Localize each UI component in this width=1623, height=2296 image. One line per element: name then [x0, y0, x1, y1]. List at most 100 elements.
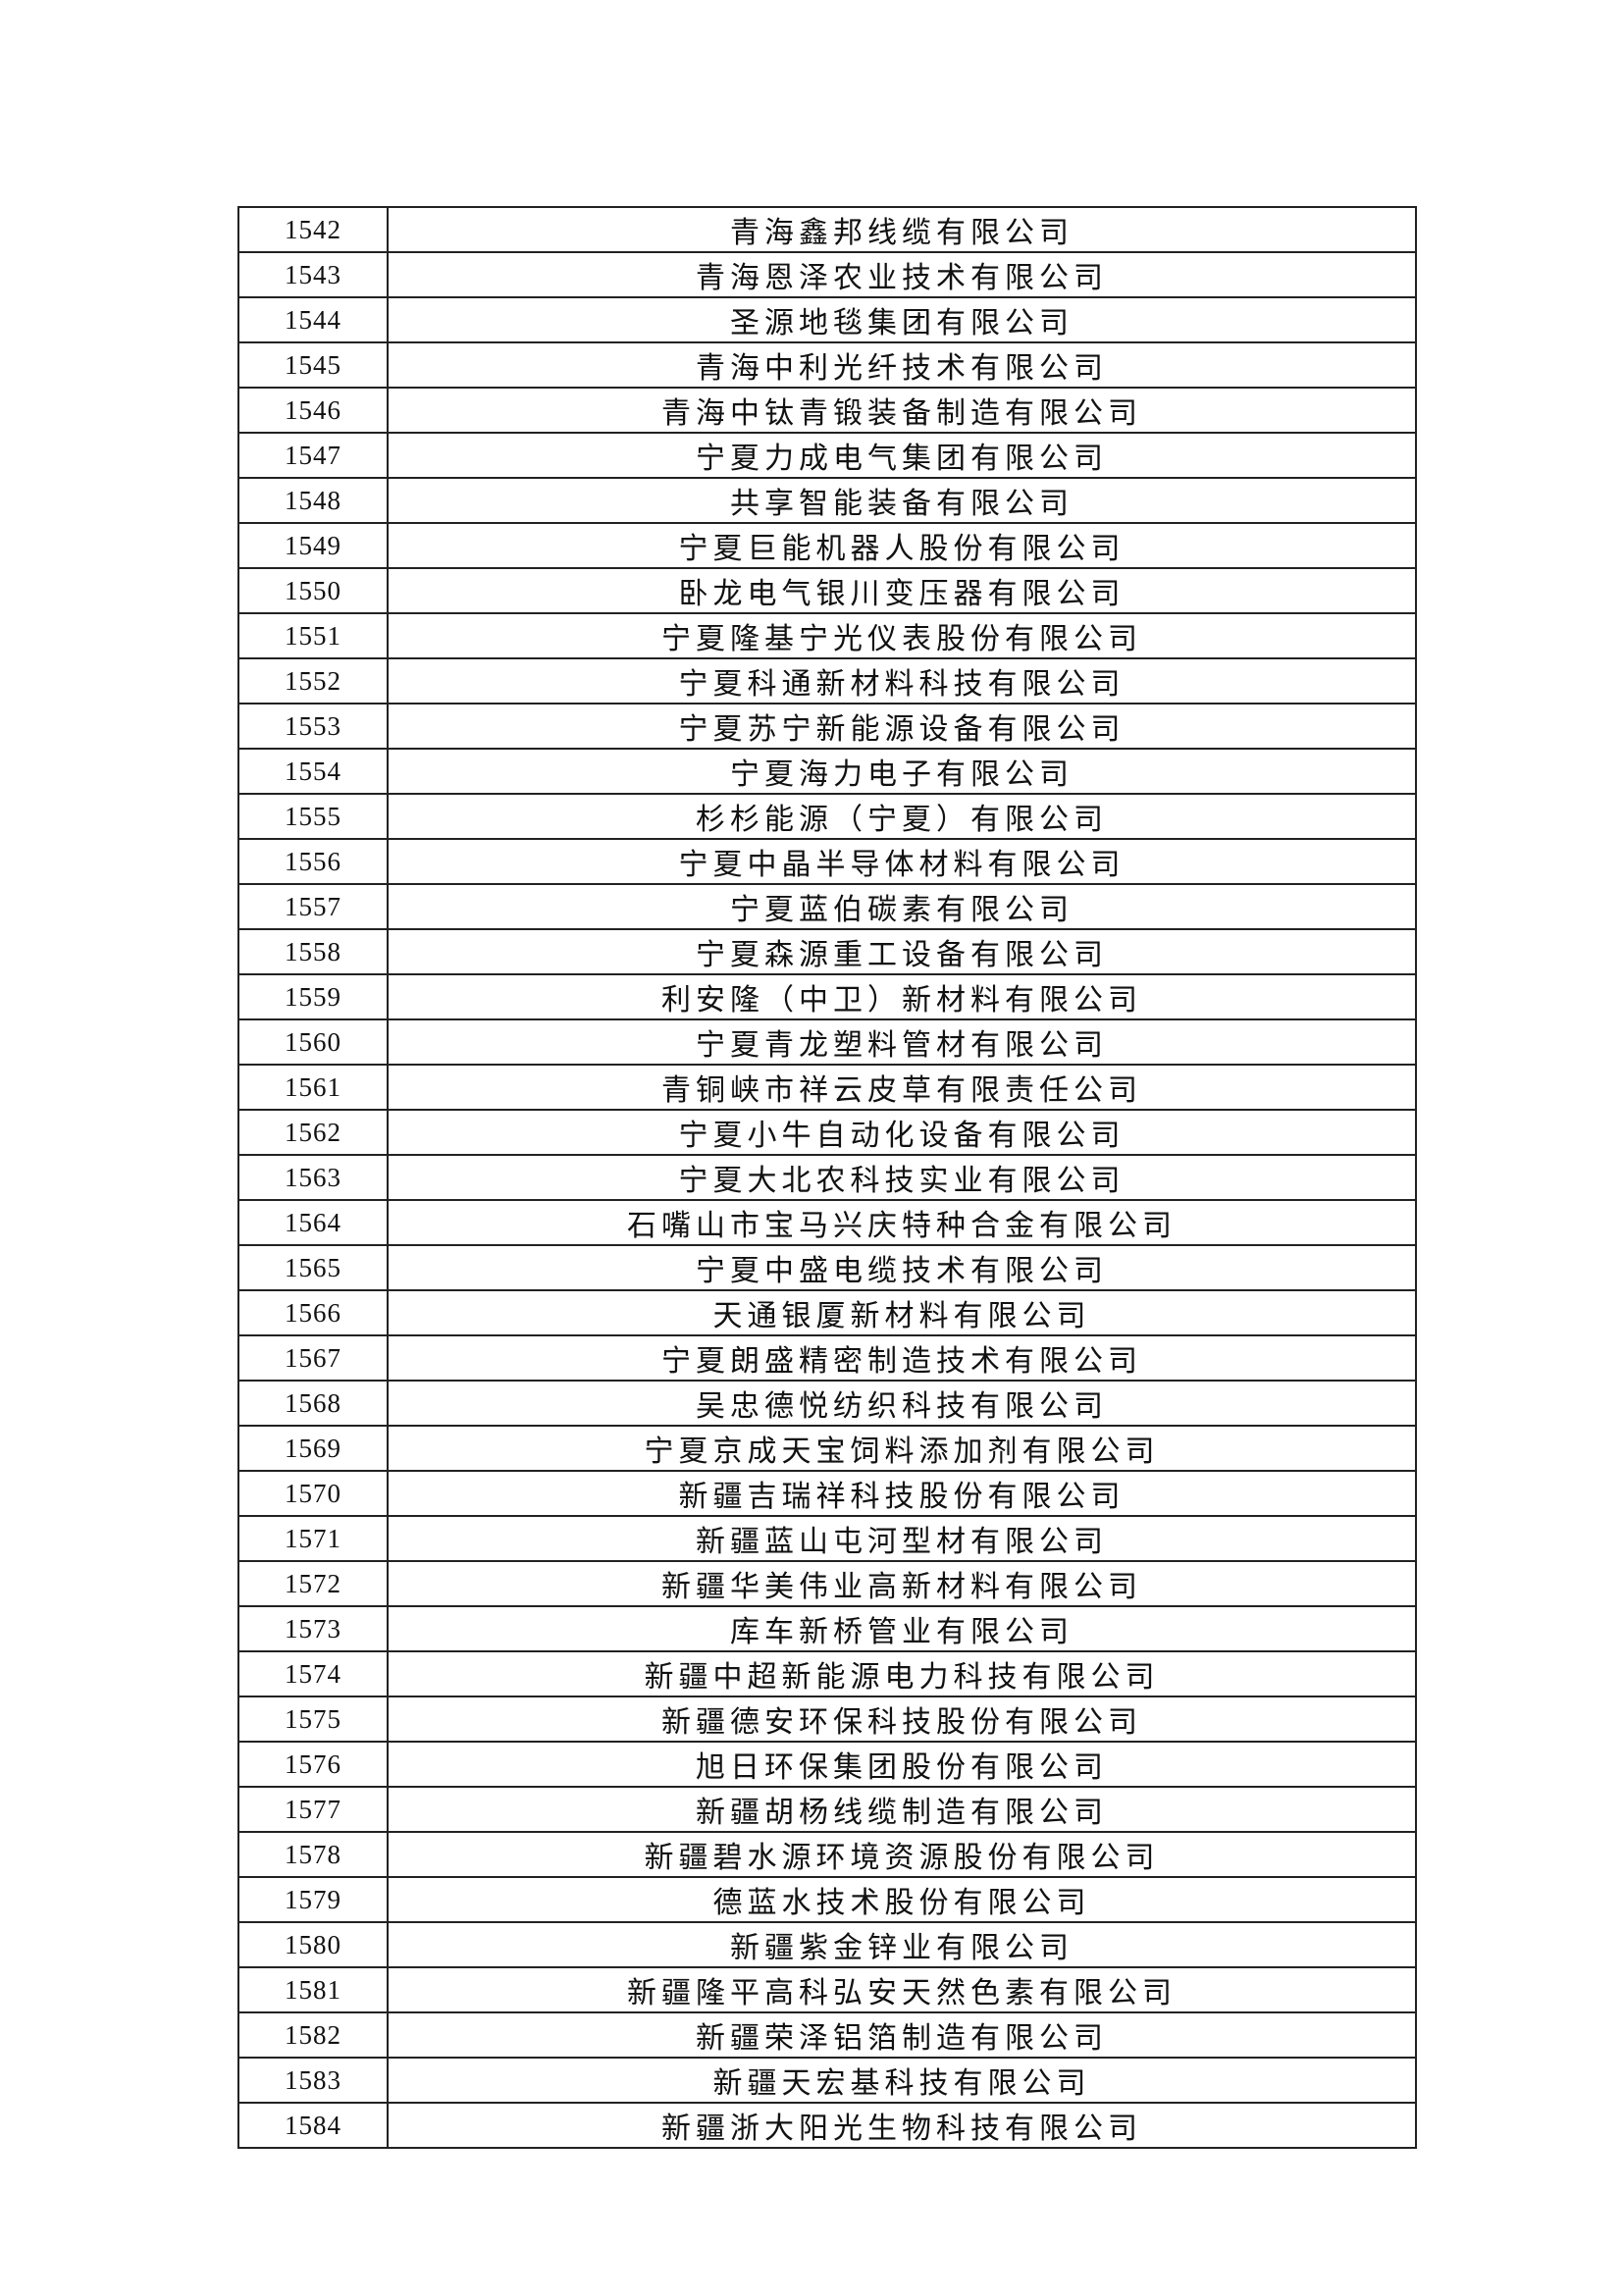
table-row: 1561 青铜峡市祥云皮草有限责任公司 [237, 1064, 1417, 1111]
company-name: 宁夏隆基宁光仪表股份有限公司 [387, 612, 1417, 659]
company-name: 宁夏海力电子有限公司 [387, 748, 1417, 795]
company-name: 宁夏朗盛精密制造技术有限公司 [387, 1334, 1417, 1382]
company-name: 吴忠德悦纺织科技有限公司 [387, 1380, 1417, 1427]
company-name: 新疆天宏基科技有限公司 [387, 2057, 1417, 2104]
company-name: 宁夏森源重工设备有限公司 [387, 928, 1417, 975]
row-number: 1572 [237, 1560, 389, 1607]
company-name: 宁夏小牛自动化设备有限公司 [387, 1109, 1417, 1156]
row-number: 1575 [237, 1696, 389, 1743]
row-number: 1548 [237, 477, 389, 524]
row-number: 1555 [237, 793, 389, 840]
row-number: 1554 [237, 748, 389, 795]
company-name: 宁夏力成电气集团有限公司 [387, 432, 1417, 479]
row-number: 1556 [237, 838, 389, 885]
table-row: 1565 宁夏中盛电缆技术有限公司 [237, 1244, 1417, 1291]
table-row: 1558 宁夏森源重工设备有限公司 [237, 928, 1417, 975]
table-row: 1566 天通银厦新材料有限公司 [237, 1289, 1417, 1336]
table-row: 1546 青海中钛青锻装备制造有限公司 [237, 387, 1417, 434]
row-number: 1562 [237, 1109, 389, 1156]
table-row: 1580 新疆紫金锌业有限公司 [237, 1921, 1417, 1968]
row-number: 1577 [237, 1786, 389, 1833]
table-row: 1572 新疆华美伟业高新材料有限公司 [237, 1560, 1417, 1607]
company-name: 新疆荣泽铝箔制造有限公司 [387, 2011, 1417, 2059]
company-name: 新疆中超新能源电力科技有限公司 [387, 1650, 1417, 1697]
table-row: 1549 宁夏巨能机器人股份有限公司 [237, 522, 1417, 569]
row-number: 1561 [237, 1064, 389, 1111]
row-number: 1578 [237, 1831, 389, 1878]
table-row: 1564 石嘴山市宝马兴庆特种合金有限公司 [237, 1199, 1417, 1246]
company-name: 青铜峡市祥云皮草有限责任公司 [387, 1064, 1417, 1111]
table-row: 1560 宁夏青龙塑料管材有限公司 [237, 1018, 1417, 1066]
company-list-table: 1542 青海鑫邦线缆有限公司 1543 青海恩泽农业技术有限公司 1544 圣源地毯集团… [237, 206, 1417, 2149]
company-name: 库车新桥管业有限公司 [387, 1605, 1417, 1652]
row-number: 1580 [237, 1921, 389, 1968]
table-row: 1573 库车新桥管业有限公司 [237, 1605, 1417, 1652]
row-number: 1558 [237, 928, 389, 975]
table-row: 1579 德蓝水技术股份有限公司 [237, 1876, 1417, 1923]
row-number: 1560 [237, 1018, 389, 1066]
row-number: 1573 [237, 1605, 389, 1652]
company-name: 宁夏京成天宝饲料添加剂有限公司 [387, 1425, 1417, 1472]
row-number: 1557 [237, 883, 389, 930]
table-row: 1567 宁夏朗盛精密制造技术有限公司 [237, 1334, 1417, 1382]
row-number: 1574 [237, 1650, 389, 1697]
row-number: 1547 [237, 432, 389, 479]
table-row: 1547 宁夏力成电气集团有限公司 [237, 432, 1417, 479]
row-number: 1566 [237, 1289, 389, 1336]
table-row: 1576 旭日环保集团股份有限公司 [237, 1741, 1417, 1788]
row-number: 1569 [237, 1425, 389, 1472]
table-row: 1571 新疆蓝山屯河型材有限公司 [237, 1515, 1417, 1562]
company-name: 宁夏巨能机器人股份有限公司 [387, 522, 1417, 569]
table-row: 1556 宁夏中晶半导体材料有限公司 [237, 838, 1417, 885]
table-row: 1578 新疆碧水源环境资源股份有限公司 [237, 1831, 1417, 1878]
table-row: 1562 宁夏小牛自动化设备有限公司 [237, 1109, 1417, 1156]
table-row: 1557 宁夏蓝伯碳素有限公司 [237, 883, 1417, 930]
company-name: 旭日环保集团股份有限公司 [387, 1741, 1417, 1788]
row-number: 1544 [237, 296, 389, 343]
company-name: 天通银厦新材料有限公司 [387, 1289, 1417, 1336]
company-name: 宁夏青龙塑料管材有限公司 [387, 1018, 1417, 1066]
company-name: 新疆华美伟业高新材料有限公司 [387, 1560, 1417, 1607]
table-row: 1569 宁夏京成天宝饲料添加剂有限公司 [237, 1425, 1417, 1472]
row-number: 1565 [237, 1244, 389, 1291]
company-name: 宁夏大北农科技实业有限公司 [387, 1154, 1417, 1201]
table-row: 1555 杉杉能源（宁夏）有限公司 [237, 793, 1417, 840]
company-name: 宁夏中晶半导体材料有限公司 [387, 838, 1417, 885]
table-row: 1559 利安隆（中卫）新材料有限公司 [237, 973, 1417, 1020]
company-name: 共享智能装备有限公司 [387, 477, 1417, 524]
company-name: 石嘴山市宝马兴庆特种合金有限公司 [387, 1199, 1417, 1246]
table-row: 1563 宁夏大北农科技实业有限公司 [237, 1154, 1417, 1201]
row-number: 1576 [237, 1741, 389, 1788]
company-name: 圣源地毯集团有限公司 [387, 296, 1417, 343]
table-row: 1543 青海恩泽农业技术有限公司 [237, 251, 1417, 298]
table-row: 1550 卧龙电气银川变压器有限公司 [237, 567, 1417, 614]
row-number: 1546 [237, 387, 389, 434]
table-row: 1583 新疆天宏基科技有限公司 [237, 2057, 1417, 2104]
company-name: 新疆吉瑞祥科技股份有限公司 [387, 1470, 1417, 1517]
company-name: 青海中钛青锻装备制造有限公司 [387, 387, 1417, 434]
company-name: 宁夏蓝伯碳素有限公司 [387, 883, 1417, 930]
table-row: 1574 新疆中超新能源电力科技有限公司 [237, 1650, 1417, 1697]
table-row: 1554 宁夏海力电子有限公司 [237, 748, 1417, 795]
table-row: 1552 宁夏科通新材料科技有限公司 [237, 657, 1417, 704]
company-name: 德蓝水技术股份有限公司 [387, 1876, 1417, 1923]
row-number: 1570 [237, 1470, 389, 1517]
row-number: 1581 [237, 1966, 389, 2013]
company-name: 新疆德安环保科技股份有限公司 [387, 1696, 1417, 1743]
row-number: 1579 [237, 1876, 389, 1923]
company-name: 青海鑫邦线缆有限公司 [387, 206, 1417, 253]
row-number: 1542 [237, 206, 389, 253]
row-number: 1559 [237, 973, 389, 1020]
company-name: 新疆胡杨线缆制造有限公司 [387, 1786, 1417, 1833]
table-row: 1553 宁夏苏宁新能源设备有限公司 [237, 703, 1417, 750]
row-number: 1584 [237, 2102, 389, 2149]
company-name: 宁夏苏宁新能源设备有限公司 [387, 703, 1417, 750]
company-name: 新疆紫金锌业有限公司 [387, 1921, 1417, 1968]
company-name: 利安隆（中卫）新材料有限公司 [387, 973, 1417, 1020]
table-row: 1570 新疆吉瑞祥科技股份有限公司 [237, 1470, 1417, 1517]
row-number: 1549 [237, 522, 389, 569]
row-number: 1552 [237, 657, 389, 704]
table-row: 1568 吴忠德悦纺织科技有限公司 [237, 1380, 1417, 1427]
company-name: 新疆蓝山屯河型材有限公司 [387, 1515, 1417, 1562]
company-name: 新疆碧水源环境资源股份有限公司 [387, 1831, 1417, 1878]
